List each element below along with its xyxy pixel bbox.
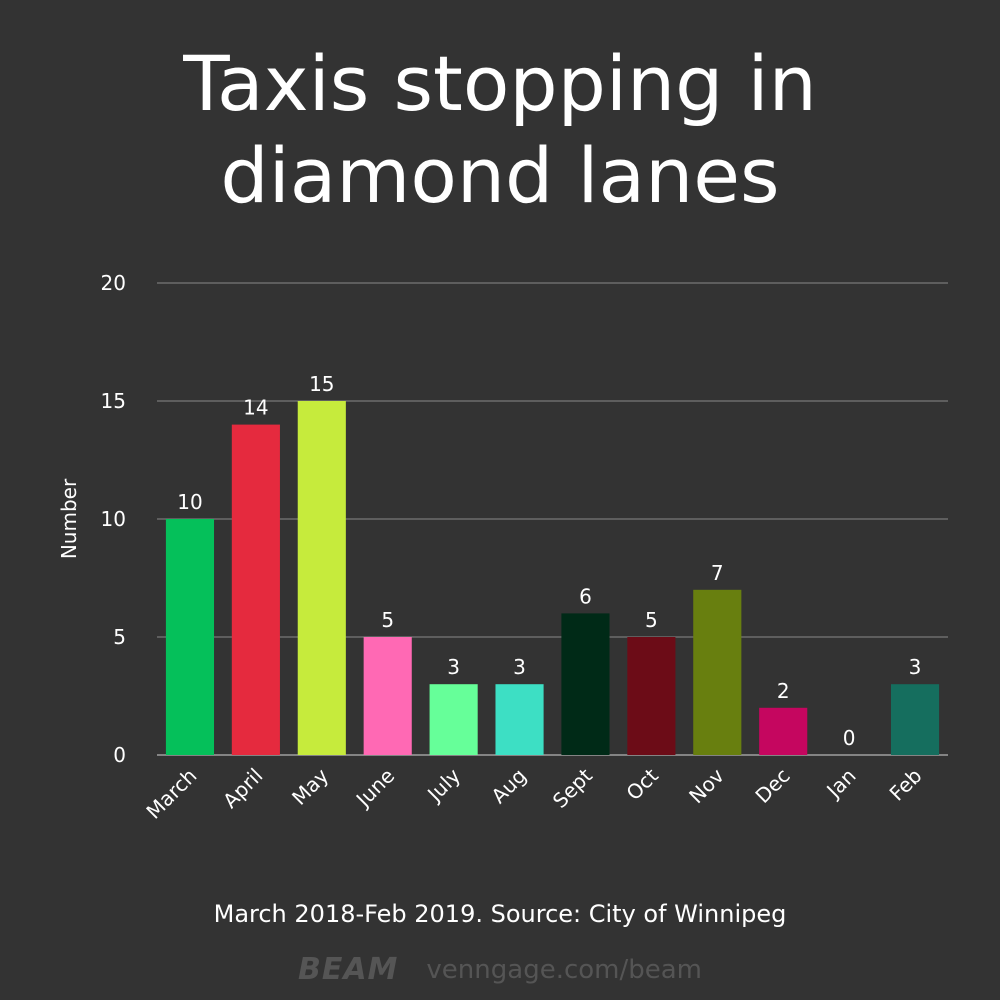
x-tick-label: Feb — [885, 764, 927, 806]
x-tick-label: May — [287, 763, 333, 809]
data-label: 3 — [909, 655, 922, 679]
y-tick-label: 0 — [113, 743, 126, 767]
data-label: 6 — [579, 584, 592, 608]
bar-july — [429, 684, 478, 755]
y-axis-ticks: 0 5 10 15 20 — [101, 271, 126, 767]
x-tick-label: March — [141, 764, 201, 824]
bar-nov — [693, 589, 742, 755]
bar-dec — [759, 707, 808, 755]
data-label: 0 — [843, 726, 856, 750]
x-axis-ticks: March April May June July Aug Sept Oct Nov Dec Jan… — [141, 763, 926, 823]
x-tick-label: April — [218, 764, 267, 813]
bar-may — [297, 401, 346, 755]
chart-caption: March 2018-Feb 2019. Source: City of Win… — [213, 900, 787, 928]
y-tick-label: 5 — [113, 625, 126, 649]
x-tick-label: Oct — [621, 763, 663, 805]
x-tick-label: Dec — [750, 764, 794, 808]
data-label: 10 — [177, 490, 202, 514]
bar-april — [231, 424, 280, 755]
data-label: 14 — [243, 396, 268, 420]
data-label: 5 — [381, 608, 394, 632]
x-tick-label: Aug — [486, 764, 531, 809]
y-tick-label: 10 — [101, 507, 126, 531]
chart-title: Taxis stopping in diamond lanes — [0, 38, 1000, 222]
footer-url: venngage.com/beam — [426, 954, 703, 985]
data-label: 3 — [447, 655, 460, 679]
x-tick-label: Sept — [548, 763, 597, 812]
bar-march — [165, 519, 215, 755]
bar-aug — [495, 684, 544, 755]
y-tick-label: 15 — [101, 389, 126, 413]
footer: BEAM venngage.com/beam — [0, 952, 1000, 987]
data-labels: 10 14 15 5 3 3 6 5 7 2 0 3 — [177, 372, 921, 750]
x-tick-label: June — [350, 764, 399, 813]
y-tick-label: 20 — [101, 271, 126, 295]
y-axis-label: Number — [57, 478, 81, 559]
data-label: 15 — [309, 372, 334, 396]
bar-june — [363, 637, 412, 755]
data-label: 7 — [711, 561, 724, 585]
gridlines — [157, 282, 948, 756]
bar-feb — [890, 684, 940, 755]
x-tick-label: Nov — [684, 763, 729, 808]
x-tick-label: Jan — [820, 764, 860, 804]
chart-title-line-2: diamond lanes — [220, 131, 780, 220]
bar-sept — [561, 613, 610, 755]
data-label: 2 — [777, 679, 790, 703]
beam-logo: BEAM — [297, 952, 399, 987]
data-label: 3 — [513, 655, 526, 679]
data-label: 5 — [645, 608, 658, 632]
bars — [165, 401, 940, 755]
chart-title-line-1: Taxis stopping in — [183, 39, 817, 128]
bar-oct — [627, 637, 676, 755]
x-tick-label: July — [421, 763, 465, 807]
